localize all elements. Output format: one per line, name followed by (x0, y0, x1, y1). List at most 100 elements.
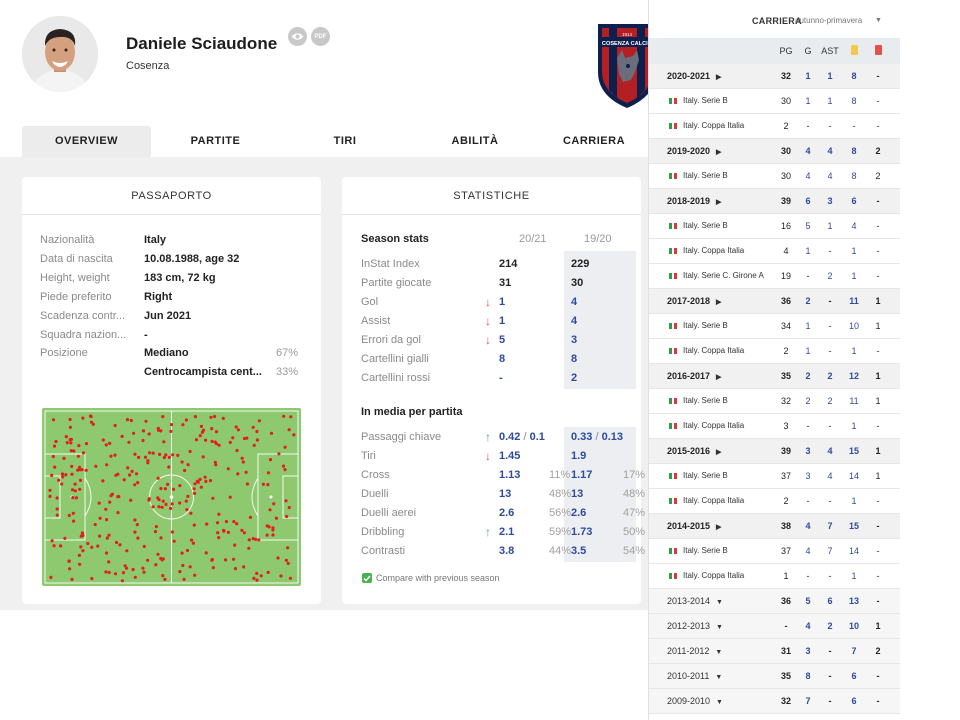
caret-right-icon[interactable]: ▶ (716, 149, 722, 156)
heatmap-dot (128, 473, 132, 477)
heatmap-dot (48, 488, 52, 492)
competition-label: Italy. Coppa Italia (683, 421, 745, 430)
career-season-row[interactable]: 2019-2020 ▶ 30 4 4 8 2 (649, 139, 900, 164)
caret-right-icon[interactable]: ▶ (716, 449, 722, 456)
competition-label: Italy. Serie B (683, 321, 728, 330)
heatmap-dot (109, 454, 113, 458)
career-cell-ast: 1 (827, 96, 833, 106)
tab-carriera[interactable]: CARRIERA (562, 135, 626, 147)
heatmap-dot (156, 496, 160, 500)
career-season-row[interactable]: 2009-2010 ▼ 32 7 - 6 - (649, 689, 900, 714)
career-cell-r: 2 (875, 146, 881, 156)
career-season-row[interactable]: 2015-2016 ▶ 39 3 4 15 1 (649, 439, 900, 464)
heatmap-dot (141, 438, 145, 443)
caret-down-icon[interactable]: ▼ (716, 599, 723, 606)
heatmap-dot (167, 455, 171, 459)
career-cell-pg: 31 (780, 646, 791, 656)
heatmap-dot (257, 538, 261, 542)
caret-right-icon[interactable]: ▶ (716, 374, 722, 381)
career-season-row[interactable]: 2013-2014 ▼ 36 5 6 13 - (649, 589, 900, 614)
heatmap-dot (186, 494, 190, 498)
tab-partite[interactable]: PARTITE (190, 135, 241, 147)
caret-right-icon[interactable]: ▶ (716, 524, 722, 531)
heatmap-dot (215, 521, 220, 525)
career-cell-pg: 35 (780, 371, 791, 381)
caret-right-icon[interactable]: ▶ (716, 199, 722, 206)
career-cell-ast: 7 (827, 521, 833, 531)
heatmap-dot (107, 533, 111, 537)
heatmap-dot (64, 473, 68, 477)
passport-label: Nazionalità (40, 234, 95, 246)
checkbox-check-icon[interactable] (362, 573, 372, 583)
heatmap-dot (233, 567, 238, 571)
caret-right-icon[interactable]: ▶ (716, 299, 722, 306)
pitch-dots (44, 410, 299, 584)
career-season-row[interactable]: 2014-2015 ▶ 38 4 7 15 - (649, 514, 900, 539)
caret-down-icon[interactable]: ▼ (716, 699, 723, 706)
career-cell-pg: - (784, 621, 788, 631)
heatmap-dot (154, 563, 158, 567)
heatmap-dot (233, 543, 237, 547)
eye-icon[interactable] (288, 27, 307, 46)
italy-flag-icon (669, 473, 678, 479)
heatmap-dot (53, 465, 57, 469)
heatmap-dot (185, 508, 189, 512)
passport-row: Scadenza contr... Jun 2021 (40, 307, 298, 326)
compare-label: Compare with previous season (376, 573, 500, 583)
pdf-button[interactable]: PDF (311, 27, 330, 46)
heatmap-dot (68, 417, 72, 422)
career-cell-ast: - (828, 646, 832, 656)
tab-tiri[interactable]: TIRI (333, 135, 357, 147)
heatmap-dot (255, 571, 259, 575)
career-cell-y: 8 (851, 71, 857, 81)
per-match-header: In media per partita (361, 406, 463, 418)
career-season-select[interactable]: autunno-primavera (795, 16, 863, 25)
career-season-row[interactable]: 2010-2011 ▼ 35 8 - 6 - (649, 664, 900, 689)
passport-row: Height, weight 183 cm, 72 kg (40, 269, 298, 288)
passport-label: Posizione (40, 347, 88, 359)
career-cell-r: - (876, 71, 880, 81)
career-cell-g: 3 (805, 646, 811, 656)
player-name: Daniele Sciaudone (126, 34, 278, 53)
heatmap-dot (186, 463, 190, 467)
arrow-down-icon: ↓ (485, 333, 491, 347)
chevron-down-icon[interactable]: ▼ (875, 17, 882, 24)
career-season-row[interactable]: 2018-2019 ▶ 39 6 3 6 - (649, 189, 900, 214)
passport-row: Piede preferito Right (40, 288, 298, 307)
caret-down-icon[interactable]: ▼ (715, 674, 723, 681)
career-cell-pg: 30 (780, 171, 791, 181)
caret-right-icon[interactable]: ▶ (716, 74, 722, 81)
heatmap-dot (89, 414, 93, 419)
competition-label: Italy. Serie B (683, 221, 728, 230)
career-cell-ast: 3 (827, 196, 833, 206)
compare-checkbox[interactable]: Compare with previous season (362, 573, 500, 583)
career-cell-pg: 2 (783, 496, 789, 506)
heatmap-dot (93, 522, 97, 527)
caret-down-icon[interactable]: ▼ (716, 624, 723, 631)
career-cell-r: 1 (875, 371, 881, 381)
career-cell-r: - (876, 421, 880, 431)
caret-down-icon[interactable]: ▼ (715, 649, 723, 656)
heatmap-dot (171, 453, 175, 457)
stat-value-1920: 2.6 (571, 507, 587, 519)
tab-overview[interactable]: OVERVIEW (22, 126, 151, 157)
stat-value-2021: - (499, 372, 503, 384)
italy-flag-icon (669, 573, 678, 579)
heatmap-dot (136, 536, 140, 540)
heatmap-dot (242, 565, 246, 569)
career-cell-y: 8 (851, 146, 857, 156)
career-season-row[interactable]: 2017-2018 ▶ 36 2-11 1 (649, 289, 900, 314)
career-season-row[interactable]: 2016-2017 ▶ 35 2 2 12 1 (649, 364, 900, 389)
tab-abilita[interactable]: ABILITÀ (451, 135, 499, 147)
position-percent: 67% (275, 347, 298, 359)
career-cell-ast: - (828, 346, 832, 356)
stat-value-1920: 4 (571, 296, 578, 308)
heatmap-dot (107, 570, 111, 575)
career-season-row[interactable]: 2020-2021 ▶ 32 1 1 8 - (649, 64, 900, 89)
career-cell-ast: - (828, 696, 832, 706)
career-season-row[interactable]: 2011-2012 ▼ 31 3 - 7 2 (649, 639, 900, 664)
career-cell-pg: 35 (780, 671, 791, 681)
heatmap-dot (164, 453, 168, 457)
stat-value-2021: 5 (499, 334, 506, 346)
career-season-row[interactable]: 2012-2013 ▼ - 4 2 10 1 (649, 614, 900, 639)
